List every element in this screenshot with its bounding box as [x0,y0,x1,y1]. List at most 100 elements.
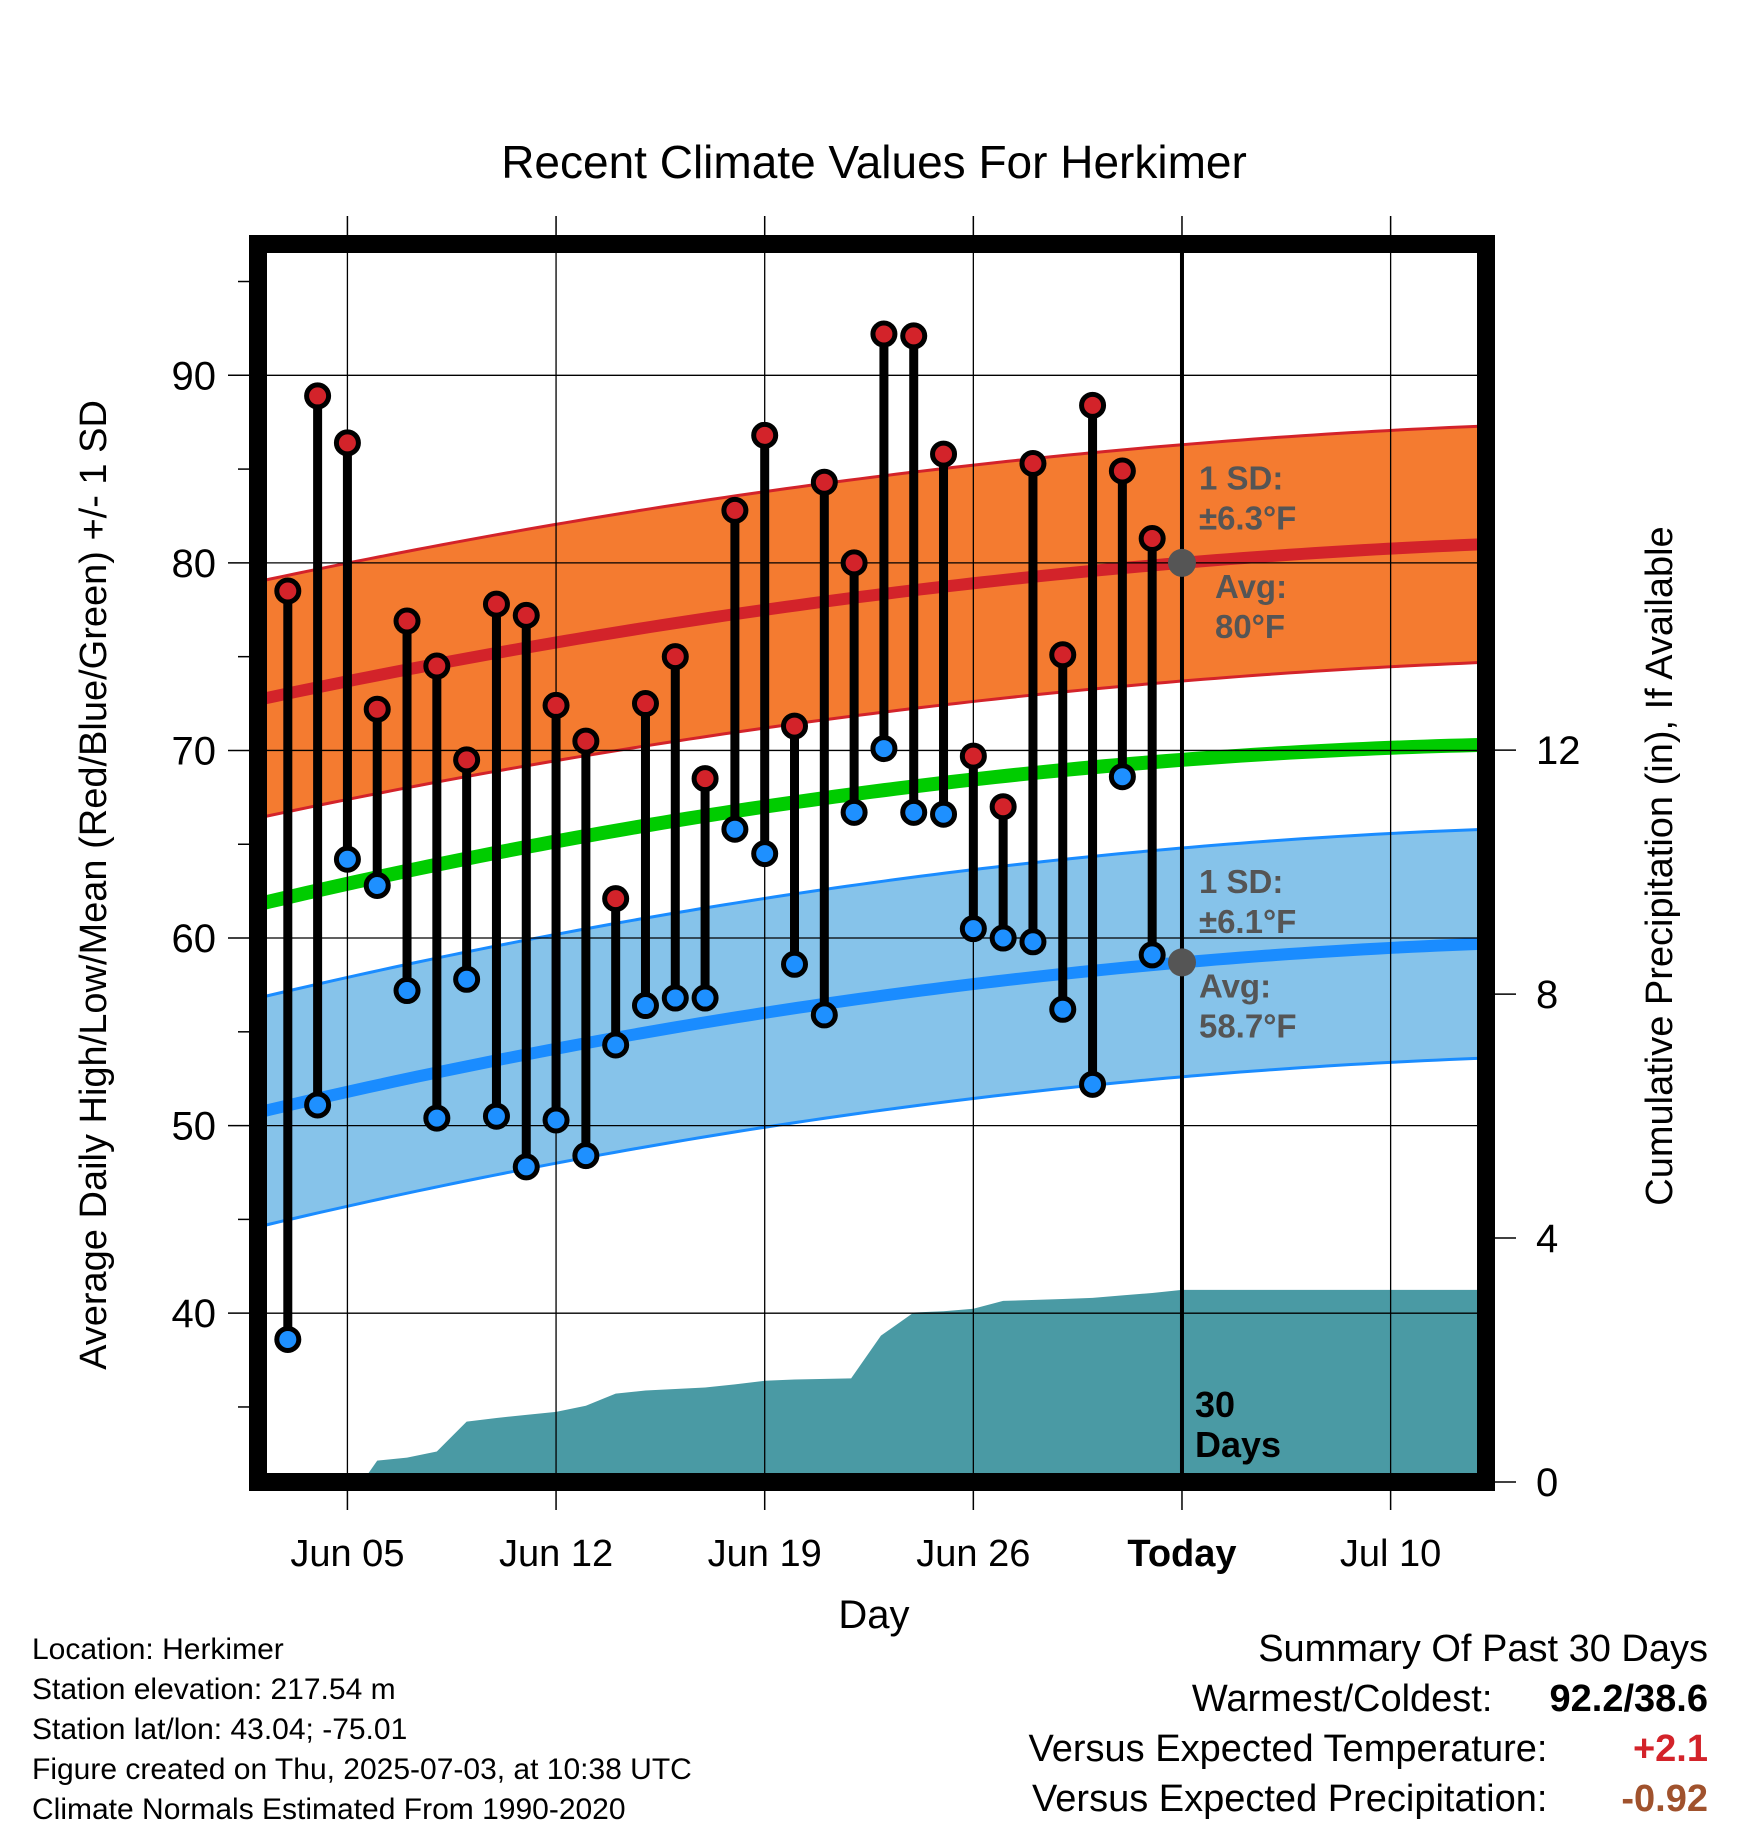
daily-low-point [661,984,689,1012]
plot-frame [249,235,1495,1491]
y-tick-label: 60 [172,917,217,961]
low-sd-band [258,829,1486,1227]
chart-title: Recent Climate Values For Herkimer [501,136,1247,188]
temp-value: +2.1 [1632,1728,1708,1770]
high-avg-today-dot [1167,548,1196,577]
daily-high-point [572,727,600,755]
y-tick-label: 40 [172,1292,217,1336]
daily-high-point [1049,641,1077,669]
high-avg-label: Avg: [1215,568,1287,605]
low-sd-label: 1 SD: [1199,863,1283,900]
y-tick-label: 50 [172,1105,217,1149]
summary-warm-cold: Warmest/Coldest: 92.2/38.6 [1029,1674,1708,1724]
daily-low-point [274,1325,302,1353]
daily-high-point [840,549,868,577]
summary-title: Summary Of Past 30 Days [1258,1628,1708,1670]
daily-low-point [512,1153,540,1181]
y2-tick-label: 12 [1536,729,1581,773]
daily-low-point [1049,995,1077,1023]
daily-high-point [393,607,421,635]
daily-low-point [393,977,421,1005]
y-tick-label: 80 [172,542,217,586]
latlon-text: Station lat/lon: 43.04; -75.01 [32,1713,408,1746]
daily-low-point [602,1031,630,1059]
y2-axis-label: Cumulative Precipitation (in), If Availa… [1639,526,1681,1205]
x-tick-label: Jun 05 [290,1533,404,1575]
x-tick-label: Jun 19 [708,1533,822,1575]
daily-low-point [572,1142,600,1170]
daily-high-point [1019,449,1047,477]
high-avg-value: 80°F [1215,608,1285,645]
low-sd-value: ±6.1°F [1199,903,1296,940]
normals-text: Climate Normals Estimated From 1990-2020 [32,1793,626,1826]
x-axis-label: Day [838,1593,909,1637]
daily-high-point [810,468,838,496]
daily-high-point [1108,457,1136,485]
location-text: Location: Herkimer [32,1633,284,1666]
daily-low-point [959,915,987,943]
daily-high-point [602,885,630,913]
daily-high-point [304,382,332,410]
low-avg-label: Avg: [1199,967,1271,1004]
daily-high-point [453,746,481,774]
warm-cold-value: 92.2/38.6 [1549,1678,1708,1720]
daily-low-point [363,872,391,900]
low-avg-today-dot [1167,948,1196,977]
daily-low-point [870,735,898,763]
low-sd-band-lower-edge [258,1056,1486,1229]
daily-high-point [482,590,510,618]
daily-high-point [721,496,749,524]
elevation-text: Station elevation: 217.54 m [32,1673,396,1706]
daily-low-point [453,965,481,993]
high-sd-band [258,425,1486,818]
high-mean-line [258,538,1486,706]
period-label-number: 30 [1195,1384,1235,1425]
daily-high-point [631,690,659,718]
station-info: Location: Herkimer Station elevation: 21… [32,1630,692,1830]
y-tick-label: 70 [172,729,217,773]
y2-tick-label: 8 [1536,973,1558,1017]
daily-low-point [1138,941,1166,969]
daily-low-point [840,798,868,826]
precip-value: -0.92 [1621,1778,1708,1820]
daily-low-point [781,950,809,978]
daily-low-point [721,815,749,843]
daily-low-point [691,984,719,1012]
summary-precip: Versus Expected Precipitation: -0.92 [1029,1774,1708,1824]
x-tick-label: Jul 10 [1340,1533,1441,1575]
low-avg-value: 58.7°F [1199,1007,1297,1044]
precip-area [258,1289,1486,1482]
daily-high-point [751,421,779,449]
daily-low-point [900,798,928,826]
daily-low-point [304,1091,332,1119]
created-text: Figure created on Thu, 2025-07-03, at 10… [32,1753,692,1786]
daily-high-point [423,652,451,680]
daily-low-point [631,992,659,1020]
daily-high-point [661,643,689,671]
summary-temp: Versus Expected Temperature: +2.1 [1029,1724,1708,1774]
daily-high-point [900,322,928,350]
daily-high-point [1138,524,1166,552]
daily-high-point [542,691,570,719]
y-axis-label: Average Daily High/Low/Mean (Red/Blue/Gr… [73,400,115,1370]
y-tick-label: 90 [172,354,217,398]
daily-high-point [959,742,987,770]
daily-low-point [751,840,779,868]
daily-high-point [363,695,391,723]
x-tick-label: Today [1127,1533,1236,1575]
daily-low-point [1019,928,1047,956]
daily-low-point [482,1102,510,1130]
daily-high-point [691,765,719,793]
daily-high-point [274,577,302,605]
daily-high-point [930,440,958,468]
daily-low-point [810,1001,838,1029]
daily-low-point [333,845,361,873]
daily-high-point [870,320,898,348]
y2-tick-label: 4 [1536,1217,1558,1261]
period-label-unit: Days [1195,1424,1281,1465]
daily-high-point [989,793,1017,821]
daily-high-point [1079,391,1107,419]
daily-high-point [512,601,540,629]
daily-low-point [930,800,958,828]
warm-cold-label: Warmest/Coldest: [1191,1678,1493,1720]
